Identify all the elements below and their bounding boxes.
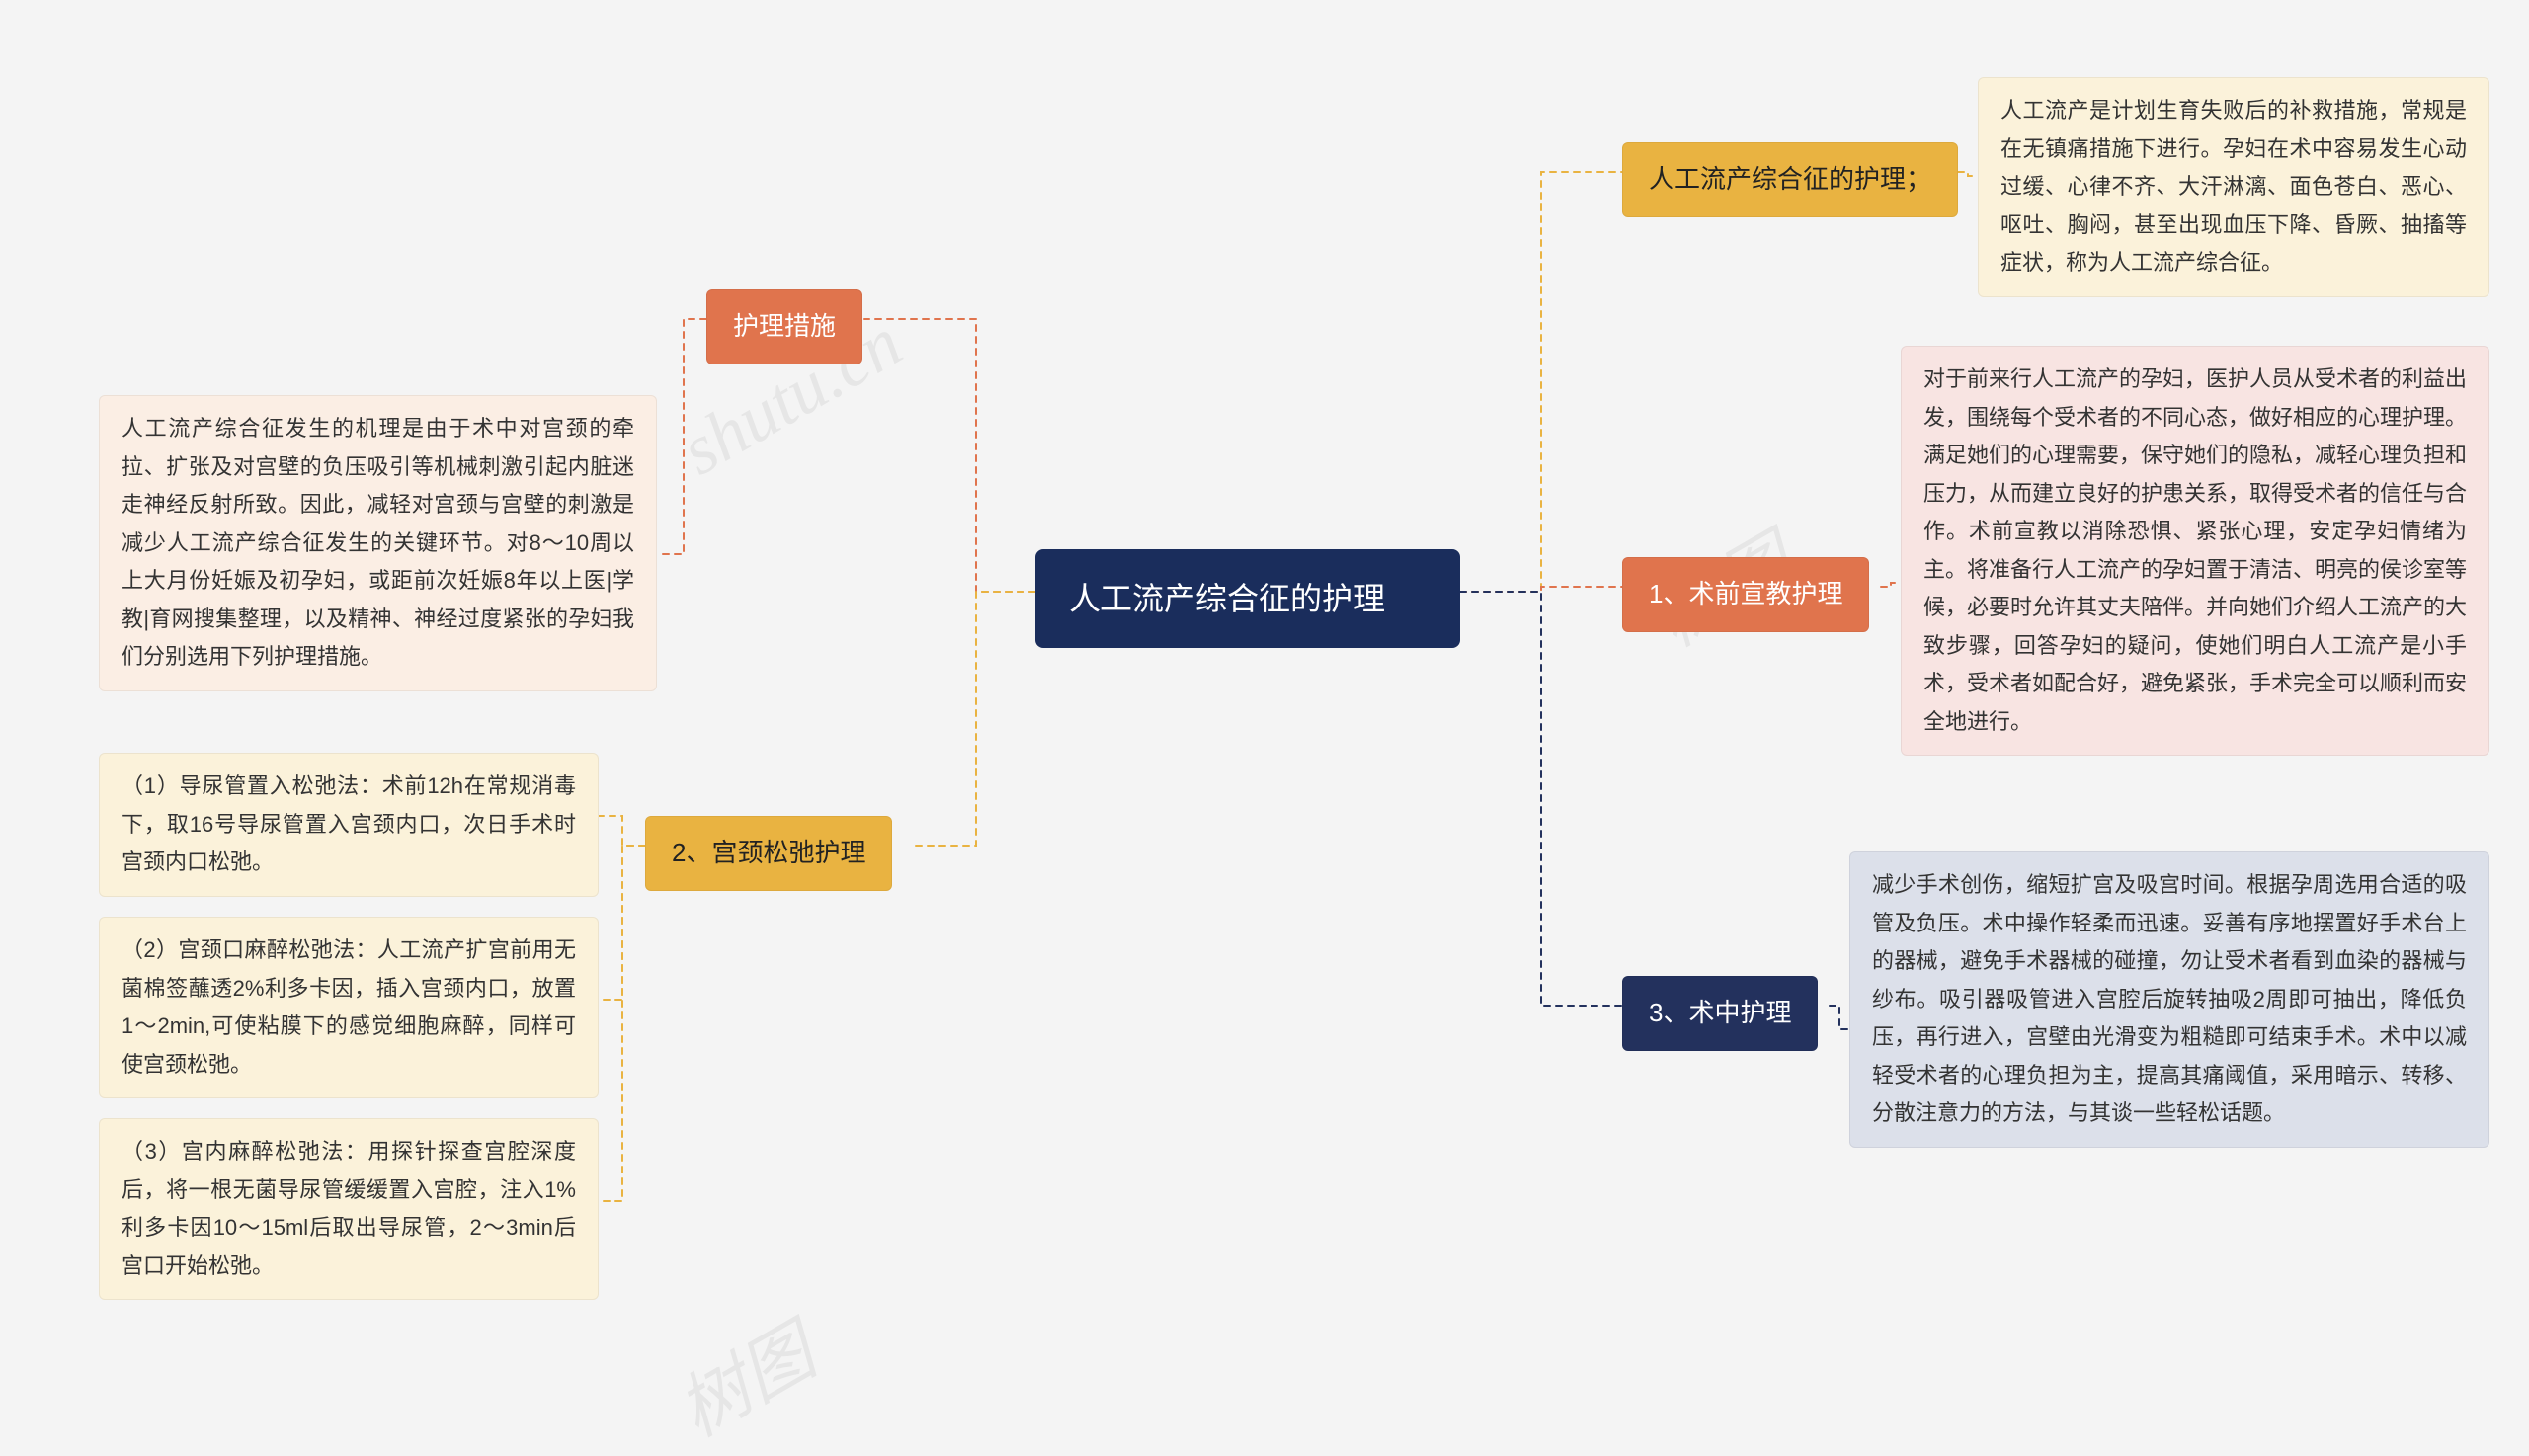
preop-label: 1、术前宣教护理: [1622, 557, 1869, 632]
intraop-detail: 减少手术创伤，缩短扩宫及吸宫时间。根据孕周选用合适的吸管及负压。术中操作轻柔而迅…: [1849, 851, 2489, 1148]
measures-detail: 人工流产综合征发生的机理是由于术中对宫颈的牵拉、扩张及对宫壁的负压吸引等机械刺激…: [99, 395, 657, 691]
measures-label: 护理措施: [706, 289, 862, 364]
intraop-label: 3、术中护理: [1622, 976, 1818, 1051]
preop-detail: 对于前来行人工流产的孕妇，医护人员从受术者的利益出发，围绕每个受术者的不同心态，…: [1901, 346, 2489, 756]
syndrome-label: 人工流产综合征的护理；: [1622, 142, 1958, 217]
cervix-item-2: （2）宫颈口麻醉松弛法：人工流产扩宫前用无菌棉签蘸透2%利多卡因，插入宫颈内口，…: [99, 917, 599, 1098]
watermark: 树图: [655, 1295, 830, 1456]
cervix-item-3: （3）宫内麻醉松弛法：用探针探查宫腔深度后，将一根无菌导尿管缓缓置入宫腔，注入1…: [99, 1118, 599, 1300]
cervix-label: 2、宫颈松弛护理: [645, 816, 892, 891]
cervix-item-1: （1）导尿管置入松弛法：术前12h在常规消毒下，取16号导尿管置入宫颈内口，次日…: [99, 753, 599, 897]
root-node: 人工流产综合征的护理: [1035, 549, 1460, 648]
syndrome-detail: 人工流产是计划生育失败后的补救措施，常规是在无镇痛措施下进行。孕妇在术中容易发生…: [1978, 77, 2489, 297]
